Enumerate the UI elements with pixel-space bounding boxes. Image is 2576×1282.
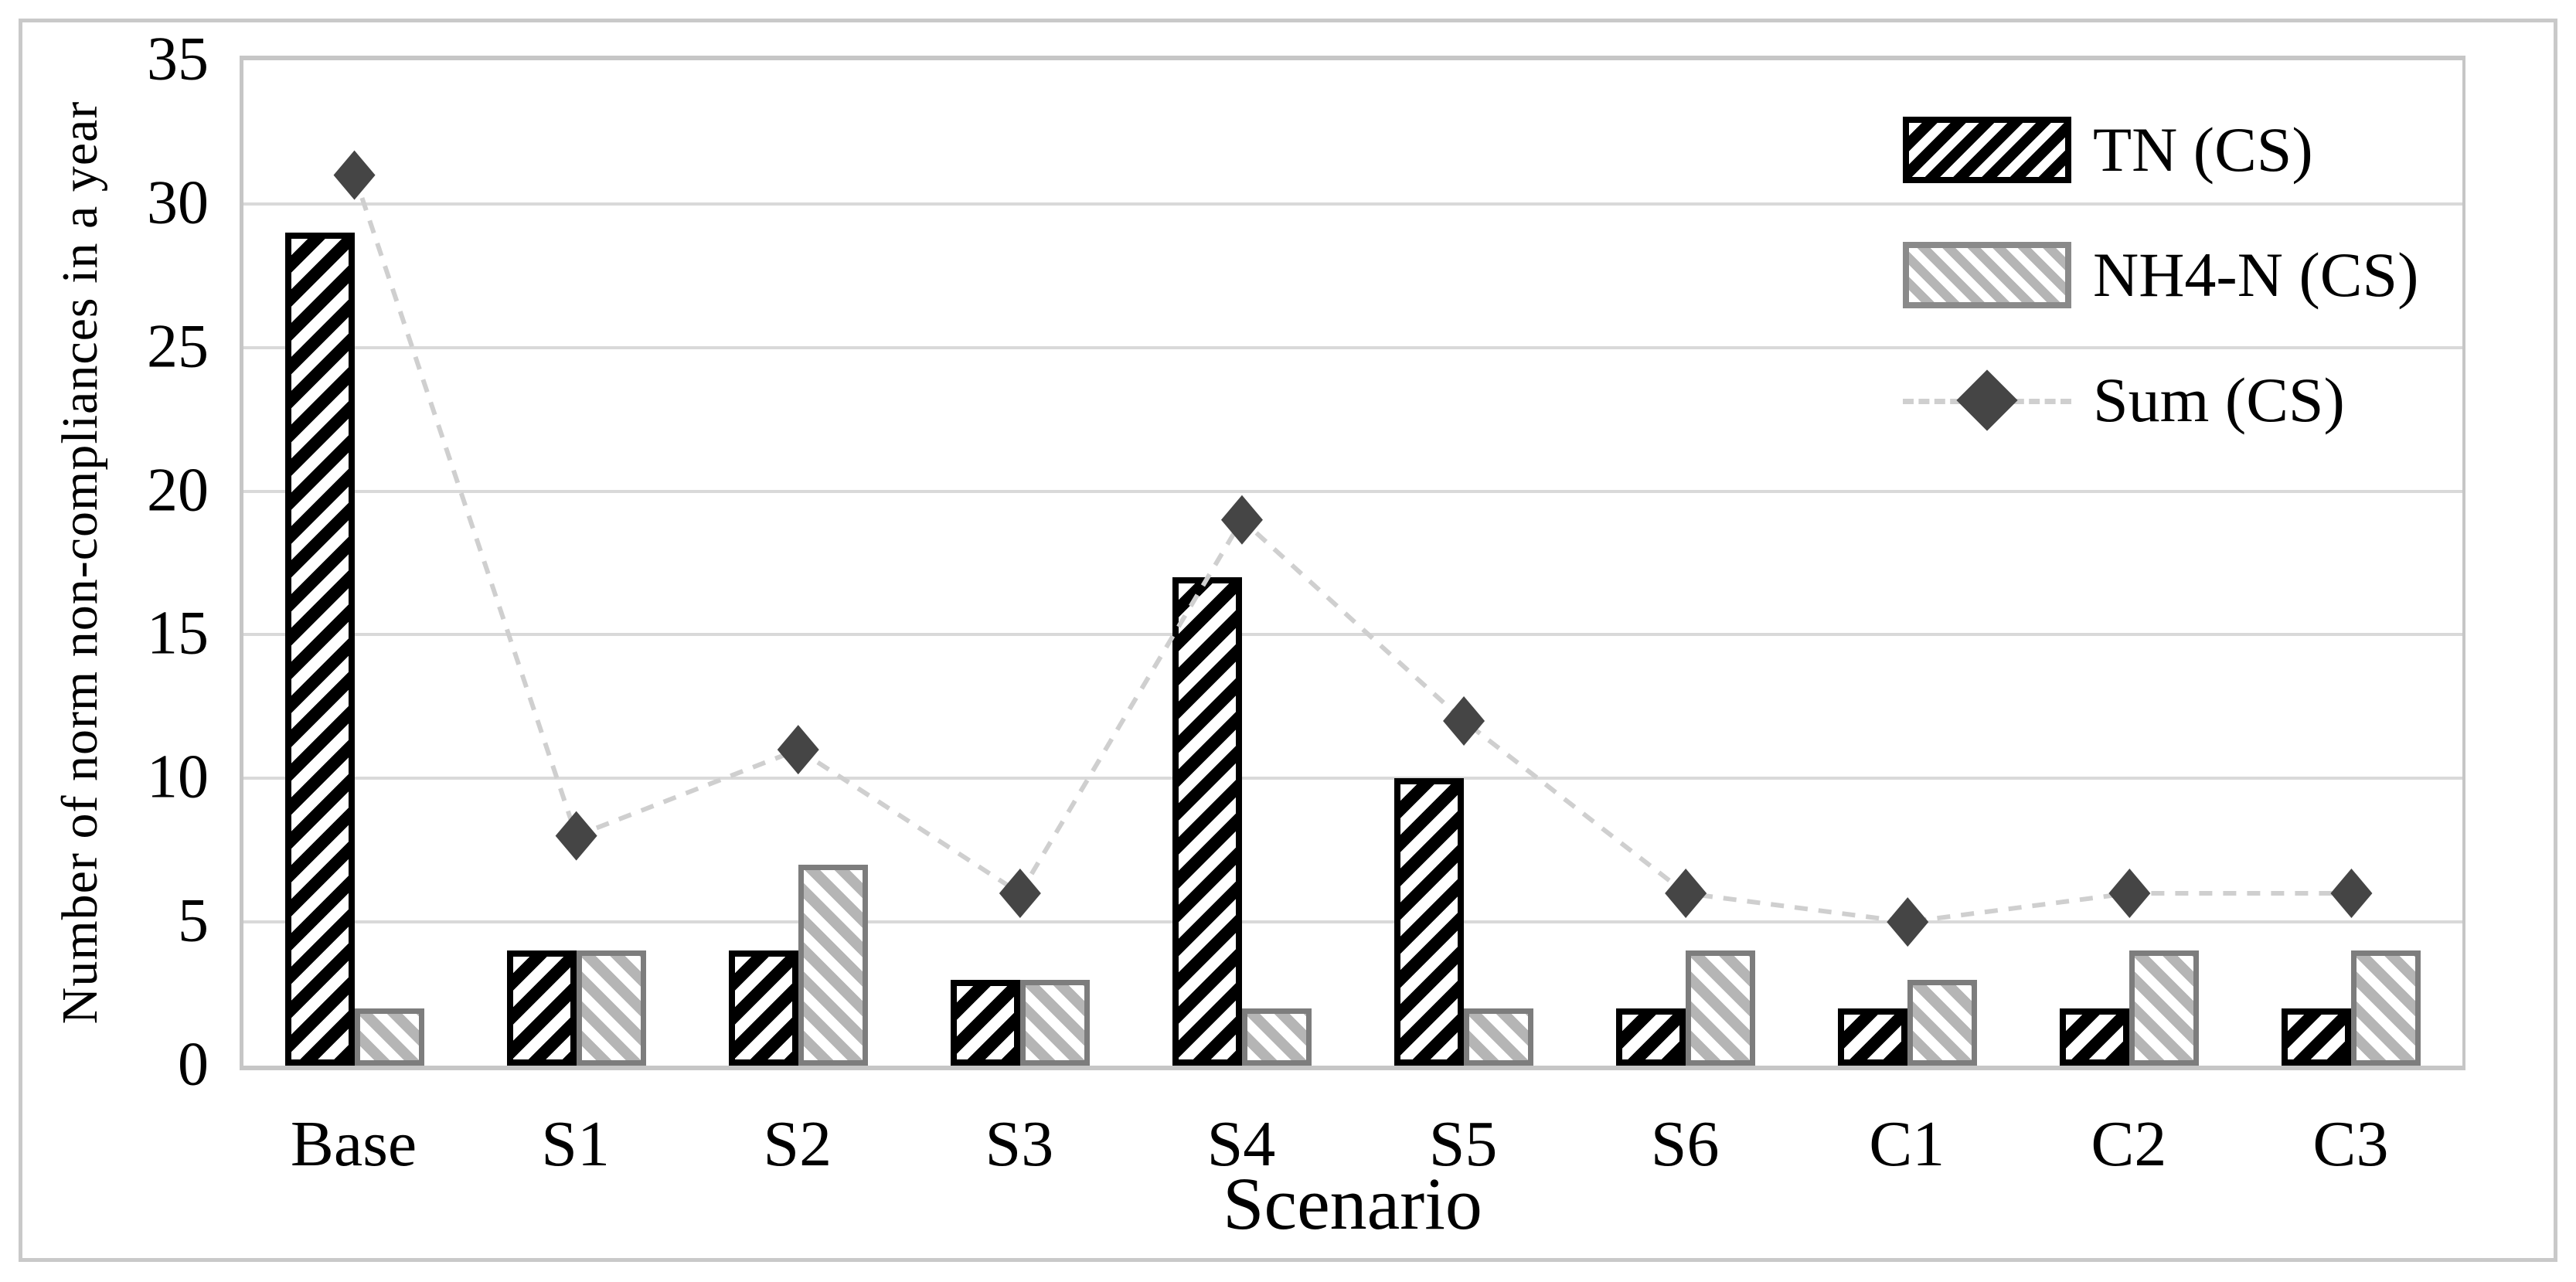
bar-nh4-s1 — [576, 950, 646, 1066]
plot-area — [240, 56, 2465, 1070]
sum-marker-c3 — [2330, 868, 2373, 918]
y-tick-label: 30 — [147, 168, 209, 237]
y-axis-title: Number of norm non-compliances in a year — [52, 100, 108, 1025]
y-tick-label: 35 — [147, 25, 209, 94]
figure-border — [19, 19, 2557, 1262]
legend-label: NH4-N (CS) — [2093, 240, 2419, 310]
bar-tn-s5 — [1394, 778, 1465, 1066]
legend-item-2: Sum (CS) — [1903, 365, 2418, 435]
legend-item-1: NH4-N (CS) — [1903, 240, 2419, 310]
y-tick-label: 25 — [147, 312, 209, 381]
bar-nh4-s3 — [1019, 979, 1090, 1066]
legend: TN (CS) NH4-N (CS) Sum (CS) — [1903, 114, 2419, 491]
bar-nh4-s6 — [1686, 950, 1756, 1066]
sum-marker-s4 — [1220, 495, 1263, 545]
x-label-s1: S1 — [541, 1108, 610, 1180]
bar-nh4-base — [354, 1008, 424, 1066]
y-tick-label: 10 — [147, 743, 209, 811]
y-tick-label: 5 — [178, 886, 209, 955]
bar-nh4-c1 — [1907, 979, 1978, 1066]
legend-item-0: TN (CS) — [1903, 114, 2418, 185]
x-label-c3: C3 — [2312, 1108, 2389, 1180]
plot-inner — [243, 60, 2462, 1066]
sum-marker-s6 — [1665, 868, 1707, 918]
x-label-c1: C1 — [1869, 1108, 1945, 1180]
gridline-20 — [243, 489, 2462, 493]
bar-nh4-c2 — [2129, 950, 2200, 1066]
gridline-10 — [243, 777, 2462, 780]
bar-tn-c1 — [1838, 1008, 1908, 1066]
sum-marker-s5 — [1443, 695, 1485, 746]
bar-tn-s6 — [1616, 1008, 1686, 1066]
x-label-s4: S4 — [1206, 1108, 1276, 1180]
x-label-s5: S5 — [1428, 1108, 1498, 1180]
legend-label: Sum (CS) — [2093, 365, 2345, 435]
bar-nh4-s5 — [1464, 1008, 1534, 1066]
bar-tn-s2 — [728, 950, 798, 1066]
sum-marker-c2 — [2108, 868, 2151, 918]
bar-tn-base — [284, 233, 355, 1066]
x-label-s2: S2 — [763, 1108, 832, 1180]
bar-tn-c2 — [2060, 1008, 2130, 1066]
bar-nh4-s4 — [1241, 1008, 1312, 1066]
y-tick-label: 0 — [178, 1030, 209, 1099]
x-label-s3: S3 — [985, 1108, 1054, 1180]
x-label-c2: C2 — [2091, 1108, 2167, 1180]
bar-tn-s4 — [1172, 577, 1242, 1066]
y-tick-label: 15 — [147, 599, 209, 668]
gridline-15 — [243, 633, 2462, 637]
sum-marker-c1 — [1887, 897, 1929, 947]
bar-tn-s1 — [506, 950, 577, 1066]
x-label-s6: S6 — [1650, 1108, 1720, 1180]
legend-swatch-tn — [1903, 117, 2071, 183]
sum-dashed-line — [352, 174, 2352, 925]
legend-swatch-nh4 — [1903, 242, 2071, 308]
bar-tn-c3 — [2282, 1008, 2352, 1066]
sum-marker-s3 — [999, 868, 1041, 918]
legend-label: TN (CS) — [2093, 114, 2313, 185]
bar-tn-s3 — [950, 979, 1020, 1066]
gridline-5 — [243, 920, 2462, 924]
sum-line-layer — [333, 150, 2373, 947]
sum-marker-base — [333, 150, 376, 200]
sum-marker-s2 — [777, 725, 819, 775]
gridline-30 — [243, 202, 2462, 206]
legend-swatch-sum — [1903, 367, 2071, 434]
sum-marker-s1 — [555, 811, 597, 861]
x-axis-title: Scenario — [1223, 1162, 1482, 1245]
y-tick-label: 20 — [147, 455, 209, 524]
bar-nh4-s2 — [798, 864, 868, 1066]
legend-diamond-icon — [1956, 369, 2018, 431]
gridline-25 — [243, 345, 2462, 349]
x-label-base: Base — [290, 1108, 417, 1180]
bar-nh4-c3 — [2351, 950, 2421, 1066]
